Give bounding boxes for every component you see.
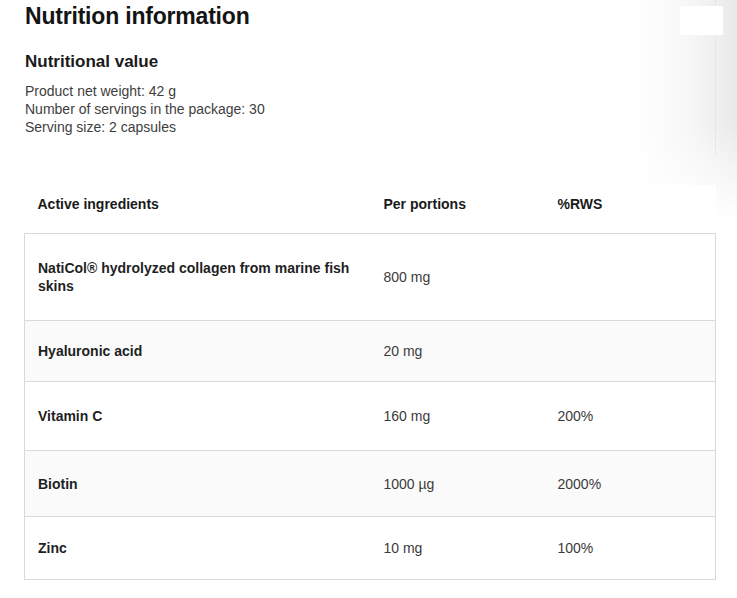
table-header-row: Active ingredients Per portions %RWS xyxy=(25,185,716,234)
ingredient-amount: 160 mg xyxy=(371,382,545,451)
ingredient-rws: 2000% xyxy=(545,451,716,517)
table-row: Hyaluronic acid 20 mg xyxy=(25,321,716,382)
ingredient-rws xyxy=(545,234,716,321)
meta-serving-size: Serving size: 2 capsules xyxy=(25,118,265,136)
ingredient-name: Vitamin C xyxy=(25,382,371,451)
ingredient-amount: 20 mg xyxy=(371,321,545,382)
ingredient-amount: 800 mg xyxy=(371,234,545,321)
ingredient-name: Zinc xyxy=(25,517,371,580)
product-meta: Product net weight: 42 g Number of servi… xyxy=(25,82,265,136)
nutrition-info-page: Nutrition information Nutritional value … xyxy=(0,0,737,598)
ingredient-name: NatiCol® hydrolyzed collagen from marine… xyxy=(25,234,371,321)
ingredient-rws: 200% xyxy=(545,382,716,451)
column-header-active-ingredients: Active ingredients xyxy=(25,185,371,234)
meta-net-weight: Product net weight: 42 g xyxy=(25,82,265,100)
section-heading: Nutritional value xyxy=(25,51,158,73)
page-title: Nutrition information xyxy=(25,1,250,31)
table-row: Vitamin C 160 mg 200% xyxy=(25,382,716,451)
ingredient-amount: 1000 µg xyxy=(371,451,545,517)
ingredient-name: Biotin xyxy=(25,451,371,517)
ingredient-name: Hyaluronic acid xyxy=(25,321,371,382)
ingredient-rws xyxy=(545,321,716,382)
nutrition-table: Active ingredients Per portions %RWS Nat… xyxy=(24,185,716,580)
ingredient-amount: 10 mg xyxy=(371,517,545,580)
corner-highlight xyxy=(680,6,723,35)
column-header-per-portions: Per portions xyxy=(371,185,545,234)
ingredient-rws: 100% xyxy=(545,517,716,580)
meta-servings: Number of servings in the package: 30 xyxy=(25,100,265,118)
column-header-rws: %RWS xyxy=(545,185,716,234)
nutrition-table-wrap: Active ingredients Per portions %RWS Nat… xyxy=(24,185,715,580)
table-row: Zinc 10 mg 100% xyxy=(25,517,716,580)
table-row: Biotin 1000 µg 2000% xyxy=(25,451,716,517)
table-row: NatiCol® hydrolyzed collagen from marine… xyxy=(25,234,716,321)
